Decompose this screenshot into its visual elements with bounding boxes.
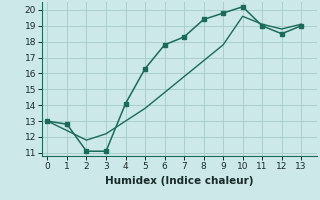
X-axis label: Humidex (Indice chaleur): Humidex (Indice chaleur) xyxy=(105,176,253,186)
